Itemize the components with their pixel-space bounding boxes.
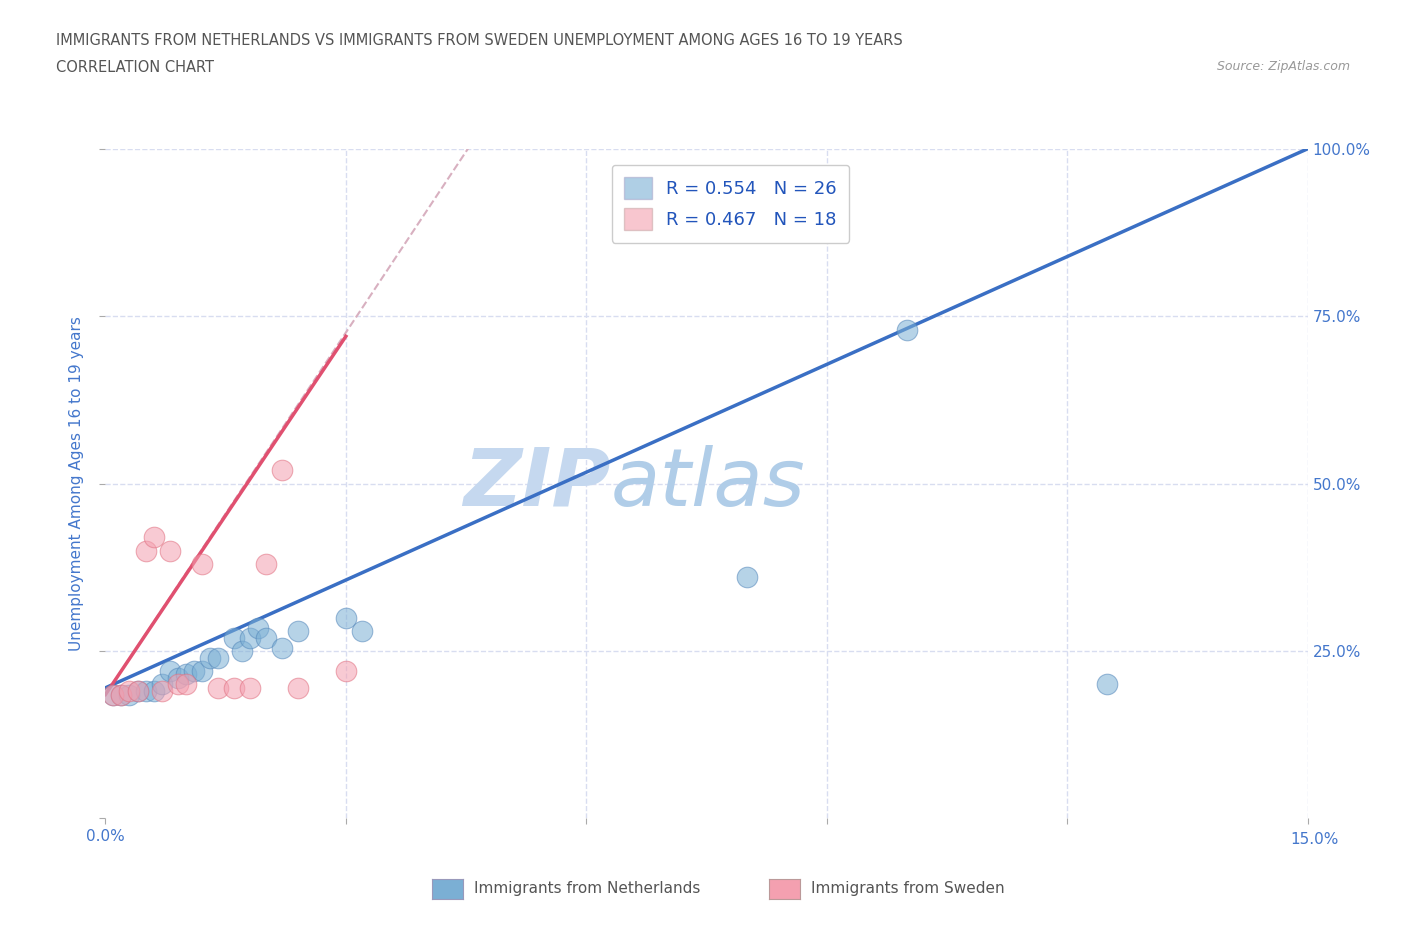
Point (239, 631, 262, 645)
Point (142, 684, 165, 698)
Point (127, 684, 149, 698)
Point (231, 644, 253, 658)
Point (103, 687, 125, 702)
Point (190, 664, 212, 679)
Point (159, 664, 181, 679)
Point (135, 543, 157, 558)
Point (270, 640, 292, 655)
Text: Source: ZipAtlas.com: Source: ZipAtlas.com (1216, 60, 1350, 73)
Point (110, 687, 132, 702)
Text: ZIP: ZIP (463, 445, 610, 523)
Point (103, 687, 125, 702)
Text: Immigrants from Netherlands: Immigrants from Netherlands (474, 881, 700, 896)
Point (150, 684, 173, 698)
Text: atlas: atlas (610, 445, 806, 523)
Point (287, 681, 309, 696)
Point (254, 631, 277, 645)
Text: Immigrants from Sweden: Immigrants from Sweden (811, 881, 1005, 896)
Point (135, 684, 157, 698)
Point (159, 543, 181, 558)
Y-axis label: Unemployment Among Ages 16 to 19 years: Unemployment Among Ages 16 to 19 years (69, 316, 84, 651)
Point (174, 667, 197, 682)
Text: CORRELATION CHART: CORRELATION CHART (56, 60, 214, 75)
Point (207, 681, 229, 696)
Point (896, 322, 918, 337)
Point (207, 650, 229, 665)
Legend: R = 0.554   N = 26, R = 0.467   N = 18: R = 0.554 N = 26, R = 0.467 N = 18 (612, 165, 849, 243)
Point (183, 664, 205, 679)
Point (254, 556, 277, 571)
Point (150, 677, 173, 692)
Point (118, 687, 141, 702)
Point (110, 687, 132, 702)
Point (270, 463, 292, 478)
Point (222, 631, 245, 645)
Point (287, 623, 309, 638)
Text: 15.0%: 15.0% (1291, 832, 1339, 847)
Point (174, 677, 197, 692)
Point (335, 610, 357, 625)
Point (198, 650, 221, 665)
Point (166, 677, 188, 692)
Point (222, 681, 245, 696)
Text: IMMIGRANTS FROM NETHERLANDS VS IMMIGRANTS FROM SWEDEN UNEMPLOYMENT AMONG AGES 16: IMMIGRANTS FROM NETHERLANDS VS IMMIGRANT… (56, 33, 903, 47)
Point (190, 556, 212, 571)
Point (350, 623, 373, 638)
Point (118, 684, 141, 698)
Point (246, 620, 269, 635)
Point (1097, 677, 1119, 692)
Point (335, 664, 357, 679)
Point (735, 570, 758, 585)
Point (142, 530, 165, 545)
Point (166, 671, 188, 685)
Point (127, 684, 149, 698)
Point (239, 681, 262, 696)
